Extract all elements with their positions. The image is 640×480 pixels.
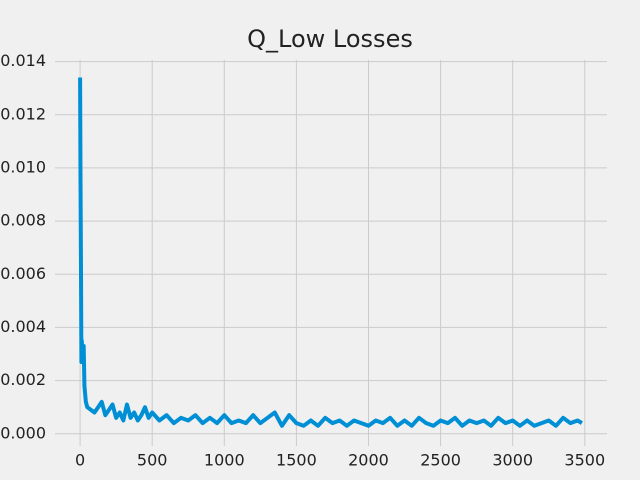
y-tick-label: 0.012 [0,104,46,123]
x-tick-label: 1500 [276,451,317,470]
y-tick-label: 0.006 [0,264,46,283]
y-tick-label: 0.000 [0,423,46,442]
y-tick-label: 0.008 [0,211,46,230]
y-tick-label: 0.004 [0,317,46,336]
line-series [78,77,583,428]
x-tick-label: 2000 [348,451,389,470]
chart-title: Q_Low Losses [247,25,413,53]
y-tick-label: 0.014 [0,51,46,70]
x-tick-label: 0 [75,451,85,470]
x-tick-label: 3000 [492,451,533,470]
y-tick-label: 0.002 [0,370,46,389]
x-tick-label: 3500 [564,451,605,470]
x-tick-label: 2500 [420,451,461,470]
y-tick-label: 0.010 [0,157,46,176]
x-tick-label: 1000 [204,451,245,470]
x-tick-label: 500 [137,451,168,470]
